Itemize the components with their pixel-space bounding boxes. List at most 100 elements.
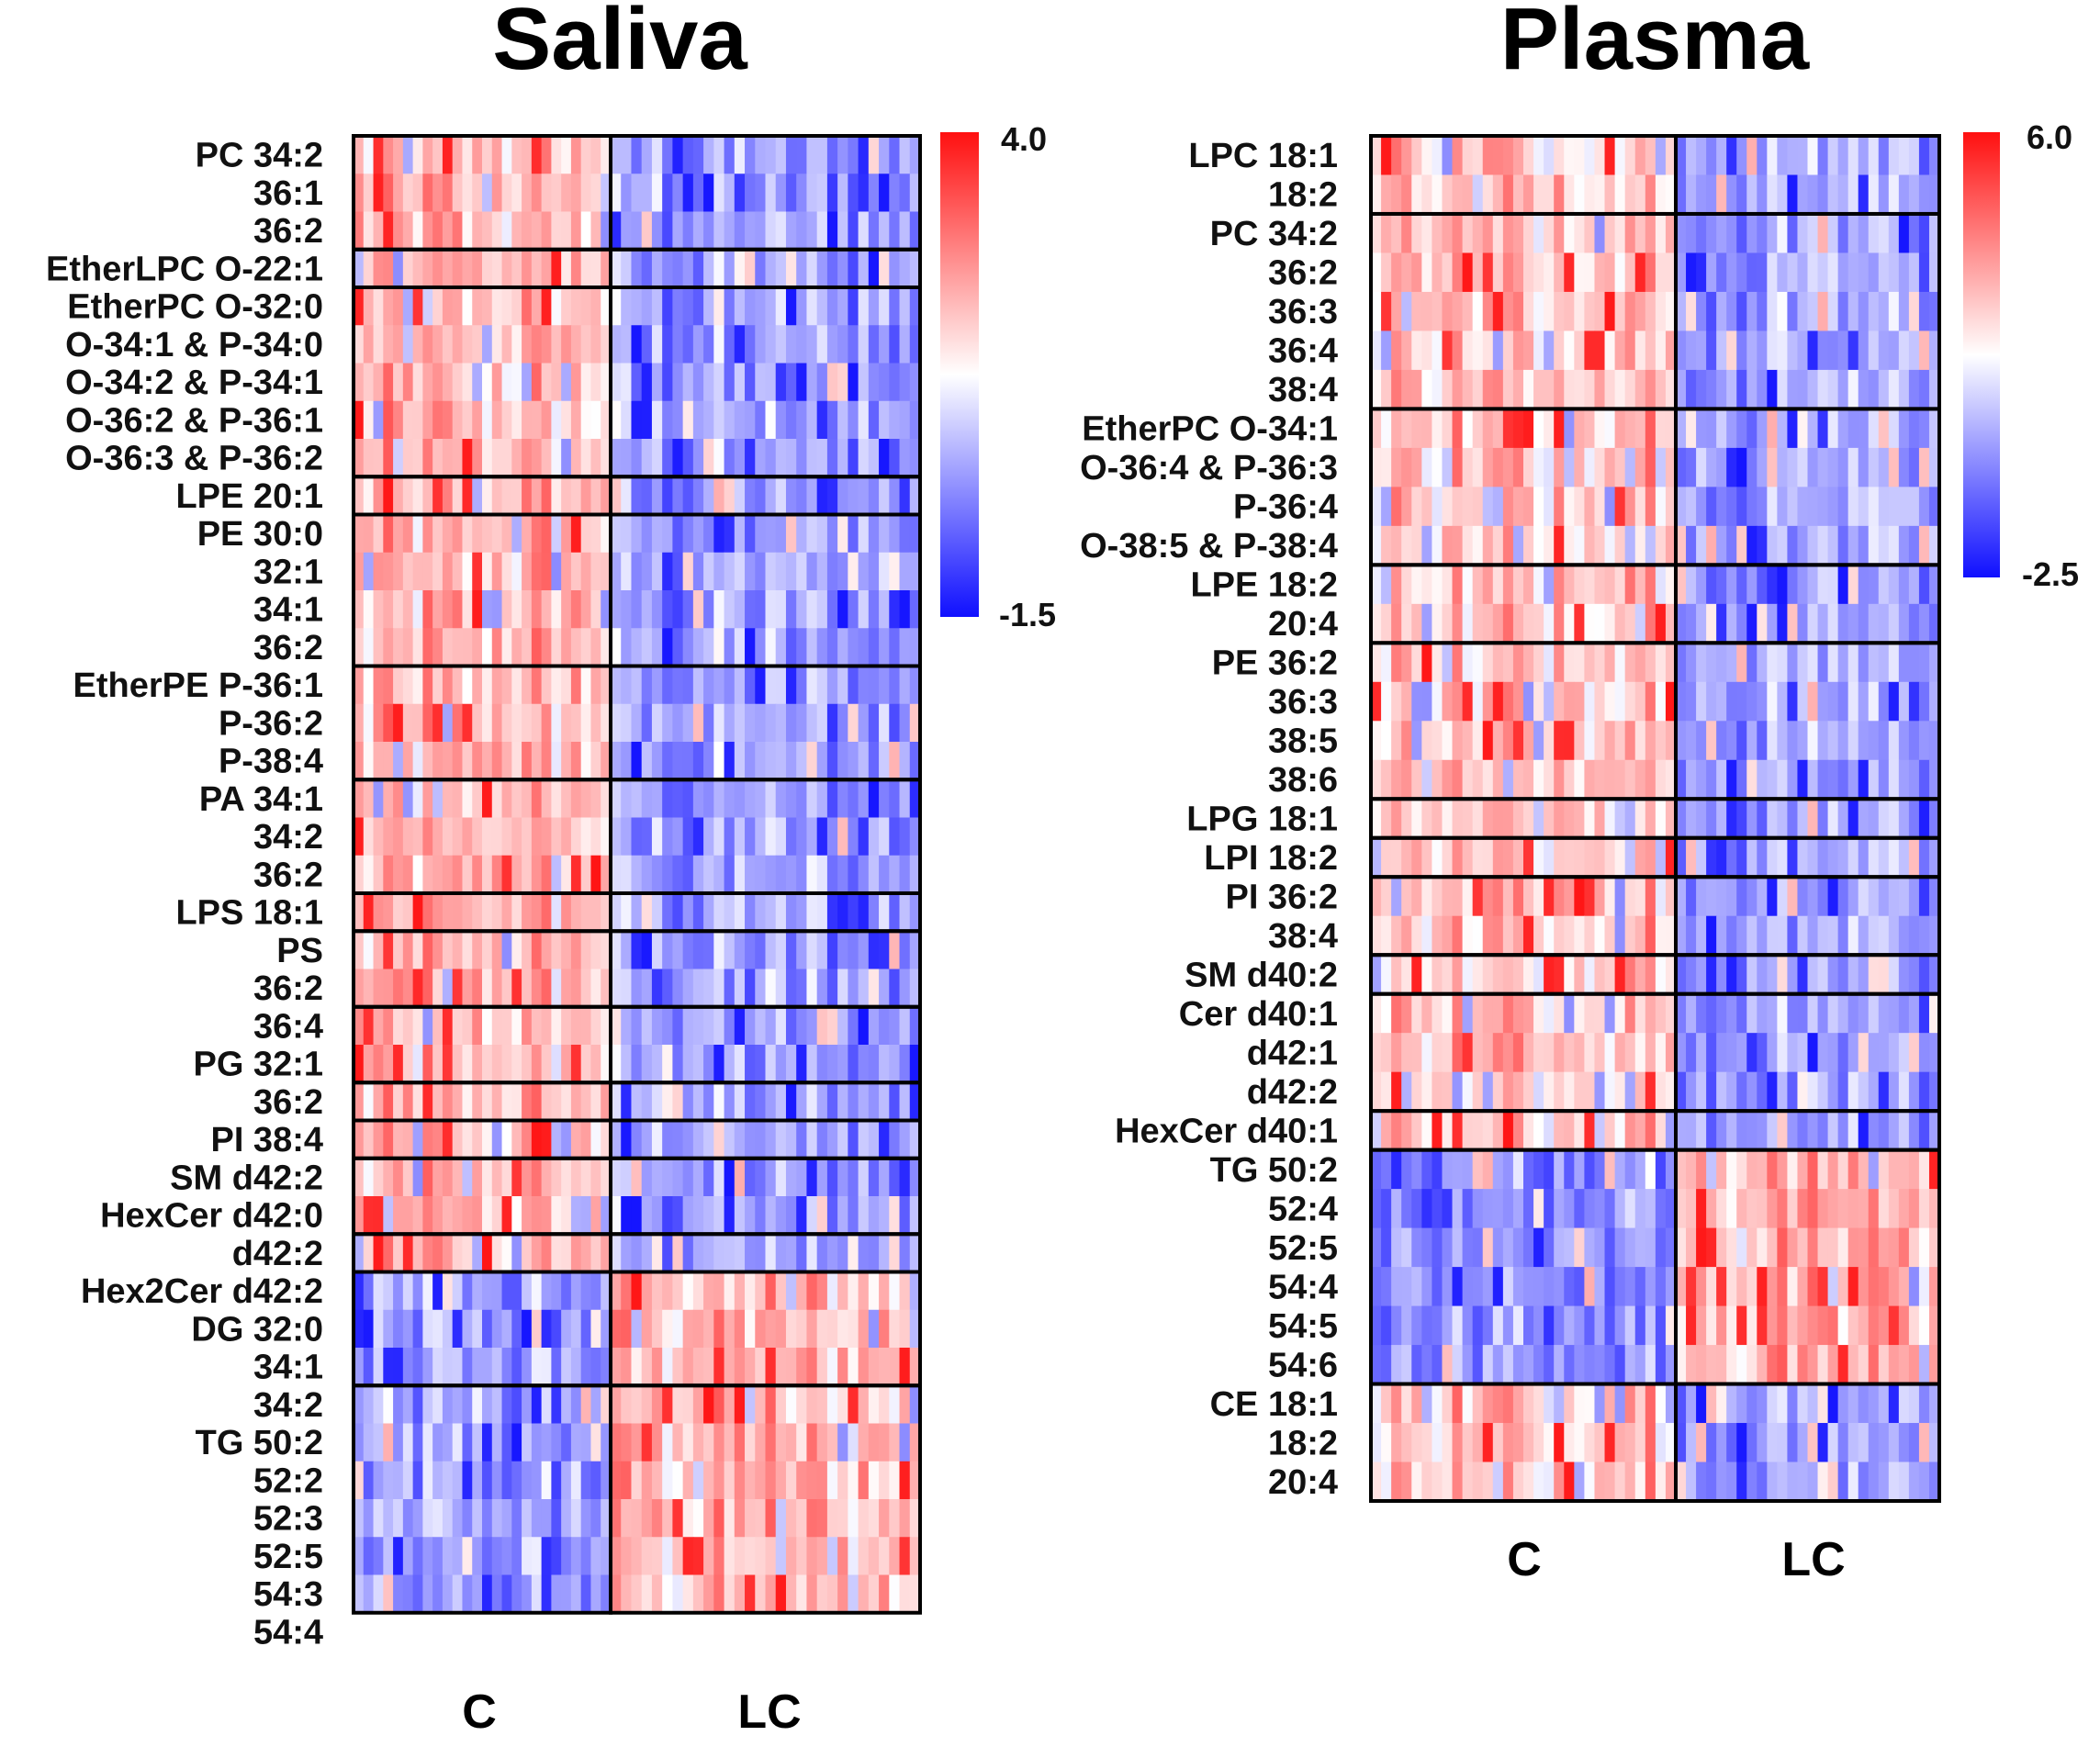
heatmap-cell (848, 1082, 859, 1122)
heatmap-cell (1655, 915, 1667, 956)
heatmap-cell (1757, 1189, 1768, 1229)
heatmap-cell (383, 287, 394, 326)
heatmap-cell (1767, 369, 1778, 409)
heatmap-cell (1554, 1227, 1565, 1268)
heatmap-cell (1432, 721, 1443, 761)
heatmap-cell (816, 817, 828, 857)
heatmap-cell (1746, 252, 1757, 293)
heatmap-cell (703, 1385, 714, 1425)
heatmap-cell (1716, 252, 1727, 293)
heatmap-cell (1502, 1305, 1514, 1346)
heatmap-cell (1604, 252, 1616, 293)
heatmap-cell (482, 1271, 493, 1311)
heatmap-cell (672, 590, 684, 629)
heatmap-cell (1442, 252, 1454, 293)
heatmap-cell (462, 1045, 473, 1083)
heatmap-cell (1797, 877, 1809, 917)
heatmap-cell (1584, 721, 1596, 761)
heatmap-cell (462, 742, 473, 780)
heatmap-cell (765, 855, 777, 894)
heatmap-cell (909, 363, 921, 402)
heatmap-cell (1462, 1423, 1474, 1463)
heatmap-cell (662, 211, 673, 251)
heatmap-cell (1421, 369, 1432, 409)
heatmap-cell (899, 174, 911, 213)
heatmap-cell (641, 1196, 653, 1235)
heatmap-cell (1858, 136, 1870, 176)
heatmap-cell (1847, 1345, 1859, 1385)
heatmap-cell (611, 1234, 622, 1273)
heatmap-cell (1787, 877, 1799, 917)
heatmap-cell (1827, 1383, 1839, 1424)
heatmap-cell (889, 174, 901, 213)
heatmap-cell (1928, 643, 1940, 683)
heatmap-cell (1614, 409, 1626, 449)
heatmap-cell (412, 439, 423, 477)
heatmap-cell (909, 325, 921, 364)
heatmap-cell (1787, 681, 1799, 722)
heatmap-cell (611, 325, 622, 364)
heatmap-cell (631, 969, 643, 1008)
heatmap-cell (501, 779, 512, 819)
heatmap-cell (1908, 603, 1920, 644)
heatmap-cell (1837, 915, 1849, 956)
heatmap-cell (1492, 1149, 1504, 1190)
heatmap-cell (889, 1045, 901, 1083)
heatmap-cell (611, 779, 622, 819)
heatmap-cell (899, 1385, 911, 1425)
heatmap-cell (1584, 1383, 1596, 1424)
heatmap-cell (868, 1499, 880, 1538)
heatmap-cell (899, 1158, 911, 1197)
heatmap-cell (1371, 1345, 1382, 1385)
heatmap-cell (1807, 1111, 1819, 1151)
row-label: 36:2 (253, 856, 323, 894)
heatmap-cell (1888, 837, 1900, 878)
heatmap-cell (1757, 681, 1768, 722)
heatmap-cell (354, 211, 365, 251)
heatmap-cell (393, 703, 404, 743)
heatmap-cell (1928, 252, 1940, 293)
heatmap-cell (1878, 1189, 1890, 1229)
heatmap-cell (501, 174, 512, 213)
heatmap-cell (724, 703, 736, 743)
heatmap-cell (1777, 1461, 1789, 1502)
heatmap-cell (1584, 915, 1596, 956)
heatmap-cell (621, 779, 633, 819)
heatmap-cell (383, 136, 394, 174)
heatmap-cell (1888, 1033, 1900, 1073)
heatmap-cell (1523, 603, 1534, 644)
heatmap-cell (755, 552, 767, 591)
heatmap-cell (590, 666, 601, 705)
row-label: 32:1 (253, 553, 323, 591)
heatmap-cell (692, 325, 704, 364)
heatmap-cell (452, 1385, 464, 1425)
heatmap-cell (491, 1423, 503, 1462)
heatmap-cell (879, 855, 890, 894)
heatmap-cell (765, 1045, 777, 1083)
heatmap-cell (1726, 1189, 1737, 1229)
heatmap-cell (641, 400, 653, 440)
heatmap-cell (1757, 1305, 1768, 1346)
heatmap-cell (806, 1045, 818, 1083)
heatmap-cell (1817, 174, 1829, 215)
heatmap-cell (1757, 603, 1768, 644)
heatmap-cell (611, 439, 622, 477)
heatmap-cell (601, 779, 612, 819)
heatmap-cell (491, 1537, 503, 1576)
heatmap-cell (889, 1158, 901, 1197)
heatmap-cell (1807, 1383, 1819, 1424)
heatmap-cell (1512, 1111, 1524, 1151)
heatmap-cell (1767, 174, 1778, 215)
heatmap-cell (641, 1348, 653, 1386)
heatmap-cell (1411, 1305, 1422, 1346)
heatmap-cell (837, 211, 848, 251)
heatmap-cell (879, 1006, 890, 1046)
heatmap-cell (785, 1158, 797, 1197)
heatmap-cell (383, 400, 394, 440)
heatmap-cell (1544, 525, 1555, 566)
heatmap-cell (734, 590, 746, 629)
heatmap-cell (1706, 330, 1717, 371)
heatmap-cell (724, 1385, 736, 1425)
row-label: 36:2 (253, 629, 323, 667)
heatmap-cell (1665, 1461, 1677, 1502)
